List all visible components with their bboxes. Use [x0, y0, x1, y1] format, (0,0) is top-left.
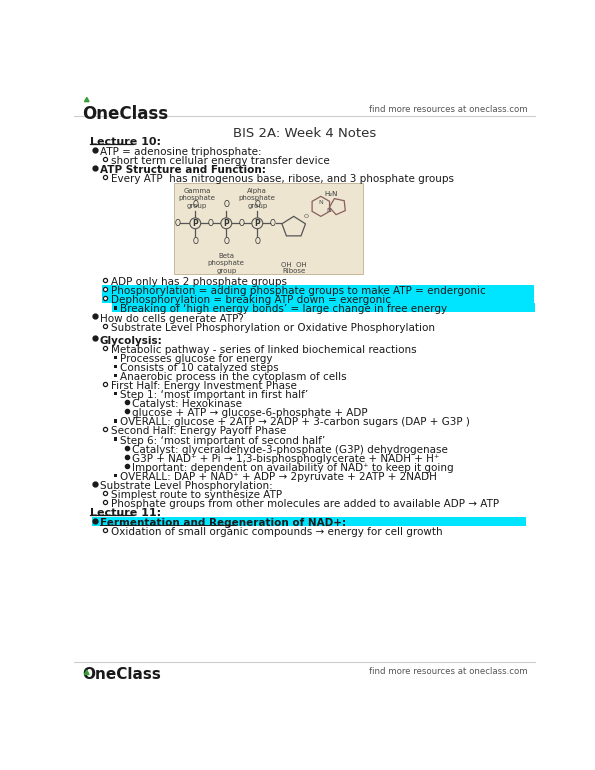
Text: O: O: [254, 200, 260, 209]
Text: O: O: [239, 219, 245, 228]
Text: Consists of 10 catalyzed steps: Consists of 10 catalyzed steps: [120, 363, 278, 373]
Text: Alpha
phosphate
group: Alpha phosphate group: [239, 188, 275, 209]
Bar: [102, 285, 534, 294]
Text: Important: dependent on availability of NAD⁺ to keep it going: Important: dependent on availability of …: [133, 463, 454, 473]
Bar: [114, 474, 117, 477]
Bar: [102, 294, 534, 303]
Text: P: P: [255, 219, 260, 228]
Text: Substrate Level Phosphorylation or Oxidative Phosphorylation: Substrate Level Phosphorylation or Oxida…: [111, 323, 435, 333]
Bar: [114, 392, 117, 396]
Text: G3P + NAD⁺ + Pi → 1,3-bisphosphoglycerate + NADH + H⁺: G3P + NAD⁺ + Pi → 1,3-bisphosphoglycerat…: [133, 454, 440, 464]
Text: Step 6: ‘most important of second half’: Step 6: ‘most important of second half’: [120, 436, 325, 446]
Text: OneClass: OneClass: [82, 105, 168, 123]
Text: N: N: [326, 209, 331, 213]
Text: Phosphorylation = adding phosphate groups to make ATP = endergonic: Phosphorylation = adding phosphate group…: [111, 286, 486, 296]
Text: O: O: [223, 237, 229, 246]
Text: P: P: [223, 219, 229, 228]
Text: Beta
phosphate
group: Beta phosphate group: [208, 253, 245, 273]
Text: O: O: [192, 237, 198, 246]
Text: Metabolic pathway - series of linked biochemical reactions: Metabolic pathway - series of linked bio…: [111, 345, 416, 355]
Text: How do cells generate ATP?: How do cells generate ATP?: [100, 313, 244, 323]
Text: Every ATP  has nitrogenous base, ribose, and 3 phosphate groups: Every ATP has nitrogenous base, ribose, …: [111, 174, 454, 184]
Bar: [174, 183, 364, 274]
Polygon shape: [84, 97, 89, 102]
Text: ATP Structure and Function:: ATP Structure and Function:: [100, 165, 266, 175]
Text: OH  OH: OH OH: [281, 262, 306, 268]
Text: P: P: [192, 219, 198, 228]
Text: H₂N: H₂N: [325, 191, 338, 197]
Polygon shape: [84, 670, 89, 675]
Text: Substrate Level Phosphorylation:: Substrate Level Phosphorylation:: [100, 481, 273, 491]
Bar: [112, 303, 535, 313]
Text: Simplest route to synthesize ATP: Simplest route to synthesize ATP: [111, 490, 282, 500]
Text: Glycolysis:: Glycolysis:: [100, 336, 162, 346]
Text: OVERALL: DAP + NAD⁺ + ADP → 2pyruvate + 2ATP + 2NADH: OVERALL: DAP + NAD⁺ + ADP → 2pyruvate + …: [120, 472, 437, 482]
Text: Catalyst: glyceraldehyde-3-phosphate (G3P) dehydrogenase: Catalyst: glyceraldehyde-3-phosphate (G3…: [133, 444, 449, 454]
Bar: [114, 419, 117, 423]
Text: BIS 2A: Week 4 Notes: BIS 2A: Week 4 Notes: [233, 127, 376, 140]
Bar: [114, 373, 117, 377]
Text: O: O: [223, 200, 229, 209]
Text: Gamma
phosphate
group: Gamma phosphate group: [178, 188, 215, 209]
Text: O: O: [303, 214, 309, 219]
Text: Ribose: Ribose: [282, 268, 305, 274]
Text: First Half: Energy Investment Phase: First Half: Energy Investment Phase: [111, 381, 297, 391]
Text: Fermentation and Regeneration of NAD+:: Fermentation and Regeneration of NAD+:: [100, 518, 346, 528]
Text: ADP only has 2 phosphate groups: ADP only has 2 phosphate groups: [111, 277, 287, 287]
Text: Oxidation of small organic compounds → energy for cell growth: Oxidation of small organic compounds → e…: [111, 527, 443, 537]
Text: OneClass: OneClass: [82, 667, 161, 681]
Text: Lecture 11:: Lecture 11:: [90, 508, 161, 518]
Text: OVERALL: glucose + 2ATP → 2ADP + 3-carbon sugars (DAP + G3P ): OVERALL: glucose + 2ATP → 2ADP + 3-carbo…: [120, 417, 470, 427]
Text: Breaking of ‘high energy bonds’ = large change in free energy: Breaking of ‘high energy bonds’ = large …: [120, 304, 447, 314]
Text: Processes glucose for energy: Processes glucose for energy: [120, 353, 273, 363]
Text: short term cellular energy transfer device: short term cellular energy transfer devi…: [111, 156, 330, 166]
Text: O: O: [254, 237, 260, 246]
Bar: [114, 356, 117, 359]
Text: ATP = adenosine triphosphate:: ATP = adenosine triphosphate:: [100, 147, 262, 157]
Text: O: O: [270, 219, 275, 228]
Circle shape: [190, 218, 201, 229]
Text: Lecture 10:: Lecture 10:: [90, 137, 161, 147]
Bar: [114, 365, 117, 368]
Text: Catalyst: Hexokinase: Catalyst: Hexokinase: [133, 399, 243, 409]
Text: O: O: [192, 200, 198, 209]
Text: Anaerobic process in the cytoplasm of cells: Anaerobic process in the cytoplasm of ce…: [120, 372, 347, 382]
Text: Second Half: Energy Payoff Phase: Second Half: Energy Payoff Phase: [111, 427, 286, 437]
Bar: [114, 306, 117, 310]
Text: find more resources at oneclass.com: find more resources at oneclass.com: [369, 105, 528, 115]
Text: Phosphate groups from other molecules are added to available ADP → ATP: Phosphate groups from other molecules ar…: [111, 499, 499, 509]
Text: N: N: [318, 200, 323, 205]
Text: Step 1: ‘most important in first half’: Step 1: ‘most important in first half’: [120, 390, 308, 400]
Text: glucose + ATP → glucose-6-phosphate + ADP: glucose + ATP → glucose-6-phosphate + AD…: [133, 408, 368, 418]
Text: Dephosphorylation = breaking ATP down = exergonic: Dephosphorylation = breaking ATP down = …: [111, 296, 391, 306]
Circle shape: [221, 218, 231, 229]
Text: O: O: [208, 219, 214, 228]
Circle shape: [252, 218, 263, 229]
Text: O: O: [174, 219, 180, 228]
Text: find more resources at oneclass.com: find more resources at oneclass.com: [369, 667, 528, 676]
Bar: [92, 517, 526, 526]
Bar: [114, 437, 117, 441]
